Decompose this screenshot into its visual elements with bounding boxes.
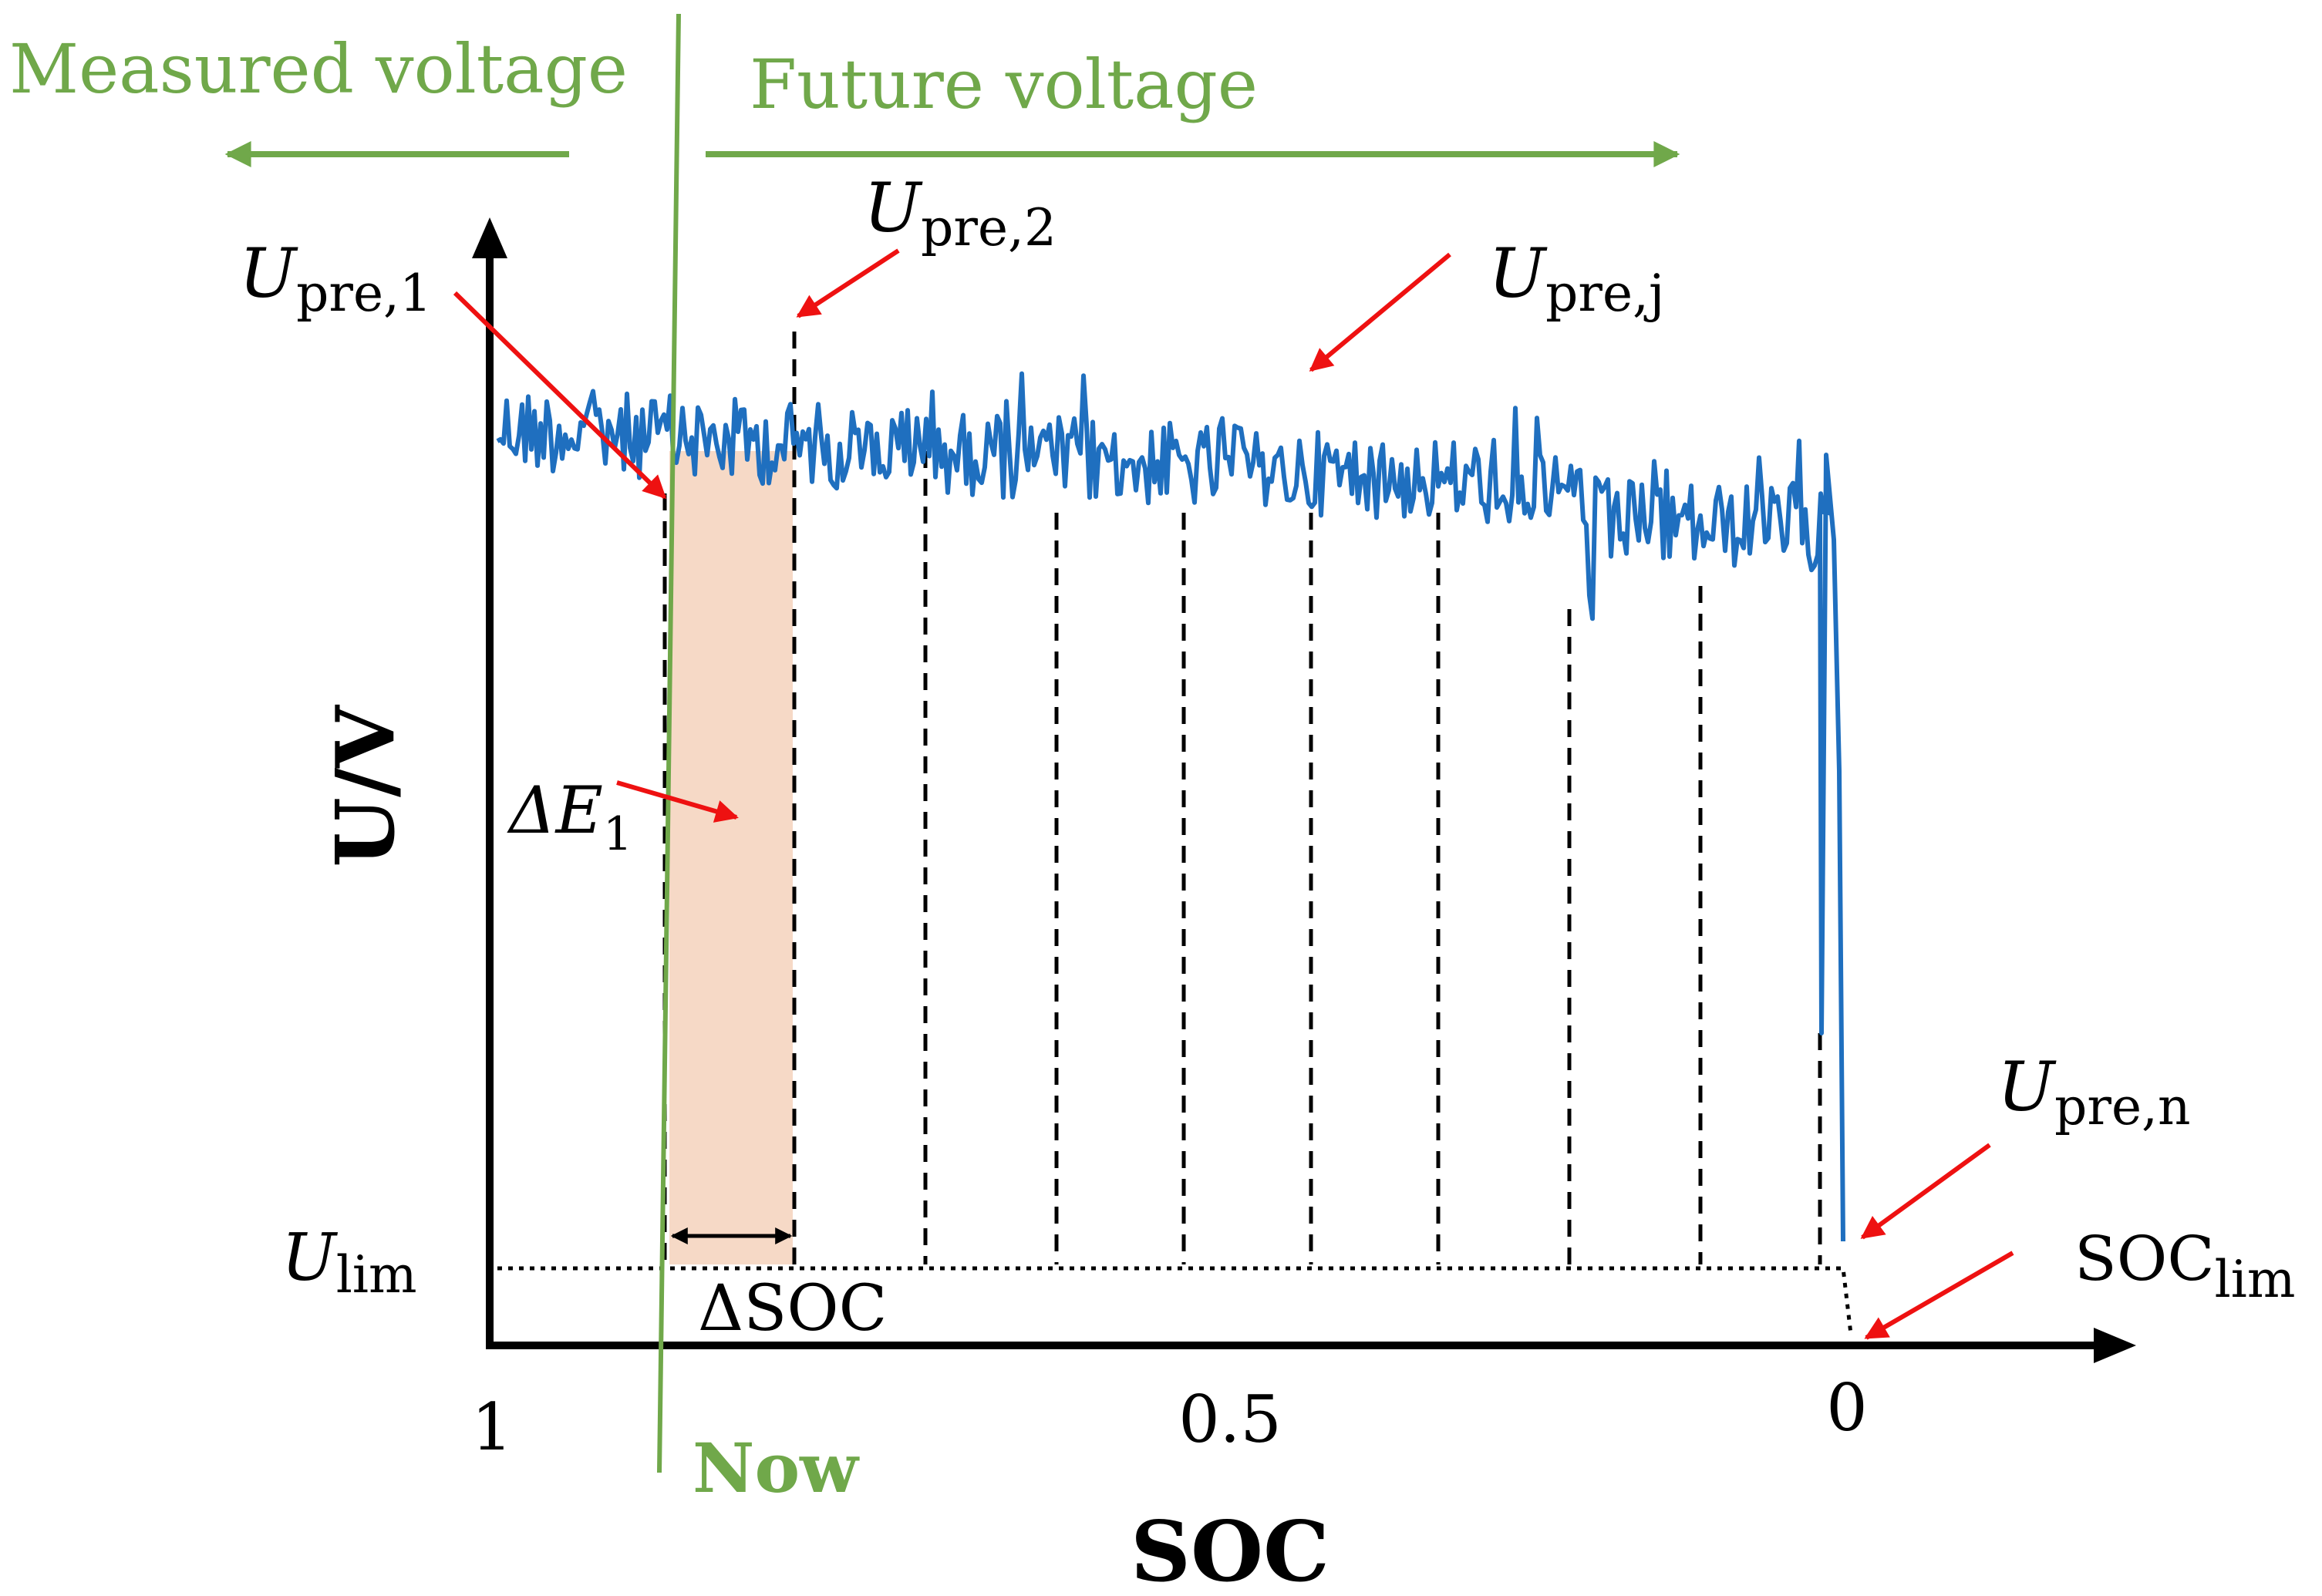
delta-e-arrow: [616, 780, 739, 823]
y-axis-label: U/V: [318, 704, 413, 867]
u-pren-sub: pre,n: [2054, 1077, 2190, 1136]
u-prej-label: Upre,j: [1488, 234, 1664, 323]
delta-soc-label: ΔSOC: [698, 1272, 887, 1345]
soc-lim-sub: lim: [2215, 1250, 2296, 1309]
u-pren-label: Upre,n: [1997, 1047, 2191, 1136]
soc-lim-label: SOClim: [2074, 1223, 2295, 1309]
y-axis-arrowhead: [472, 217, 507, 258]
u-pre2-label: Upre,2: [864, 168, 1057, 258]
segment-lines: [662, 332, 1822, 1264]
soc-lim-main: SOC: [2074, 1223, 2215, 1295]
voltage-curve: [496, 371, 1845, 1242]
delta-e-sub: 1: [603, 807, 632, 861]
u-lim-main: U: [281, 1220, 339, 1295]
u-pre1-sub: pre,1: [296, 264, 432, 323]
future-voltage-label: Future voltage: [750, 45, 1258, 124]
x-axis-label: SOC: [1131, 1503, 1330, 1596]
u-pre2-sub: pre,2: [921, 198, 1057, 258]
tick-0-5: 0.5: [1178, 1382, 1282, 1457]
u-prej-main: U: [1488, 234, 1548, 313]
u-lim-sub: lim: [336, 1245, 417, 1305]
u-prej-arrow: [1309, 252, 1451, 372]
u-lim-label: Ulim: [281, 1220, 417, 1305]
u-pre1-label: Upre,1: [239, 234, 432, 323]
u-pren-main: U: [1997, 1047, 2057, 1126]
u-pre2-arrow: [796, 248, 900, 318]
tick-1: 1: [471, 1389, 512, 1465]
delta-e-region: [669, 451, 793, 1264]
u-pre2-main: U: [864, 168, 923, 247]
x-axis-arrowhead: [2094, 1328, 2136, 1363]
tick-0: 0: [1826, 1370, 1867, 1446]
u-pren-arrow: [1860, 1143, 1991, 1240]
u-pre1-main: U: [239, 234, 298, 313]
u-pre1-arrow: [453, 291, 667, 500]
soc-lim-arrow: [1864, 1251, 2014, 1340]
now-label: Now: [693, 1428, 860, 1508]
u-prej-sub: pre,j: [1545, 264, 1664, 323]
measured-voltage-label: Measured voltage: [9, 29, 628, 109]
delta-e-label: ΔE1: [507, 773, 632, 861]
delta-e-main: ΔE: [507, 773, 603, 848]
now-line: [657, 13, 681, 1473]
pointer-arrows: [453, 248, 2014, 1340]
